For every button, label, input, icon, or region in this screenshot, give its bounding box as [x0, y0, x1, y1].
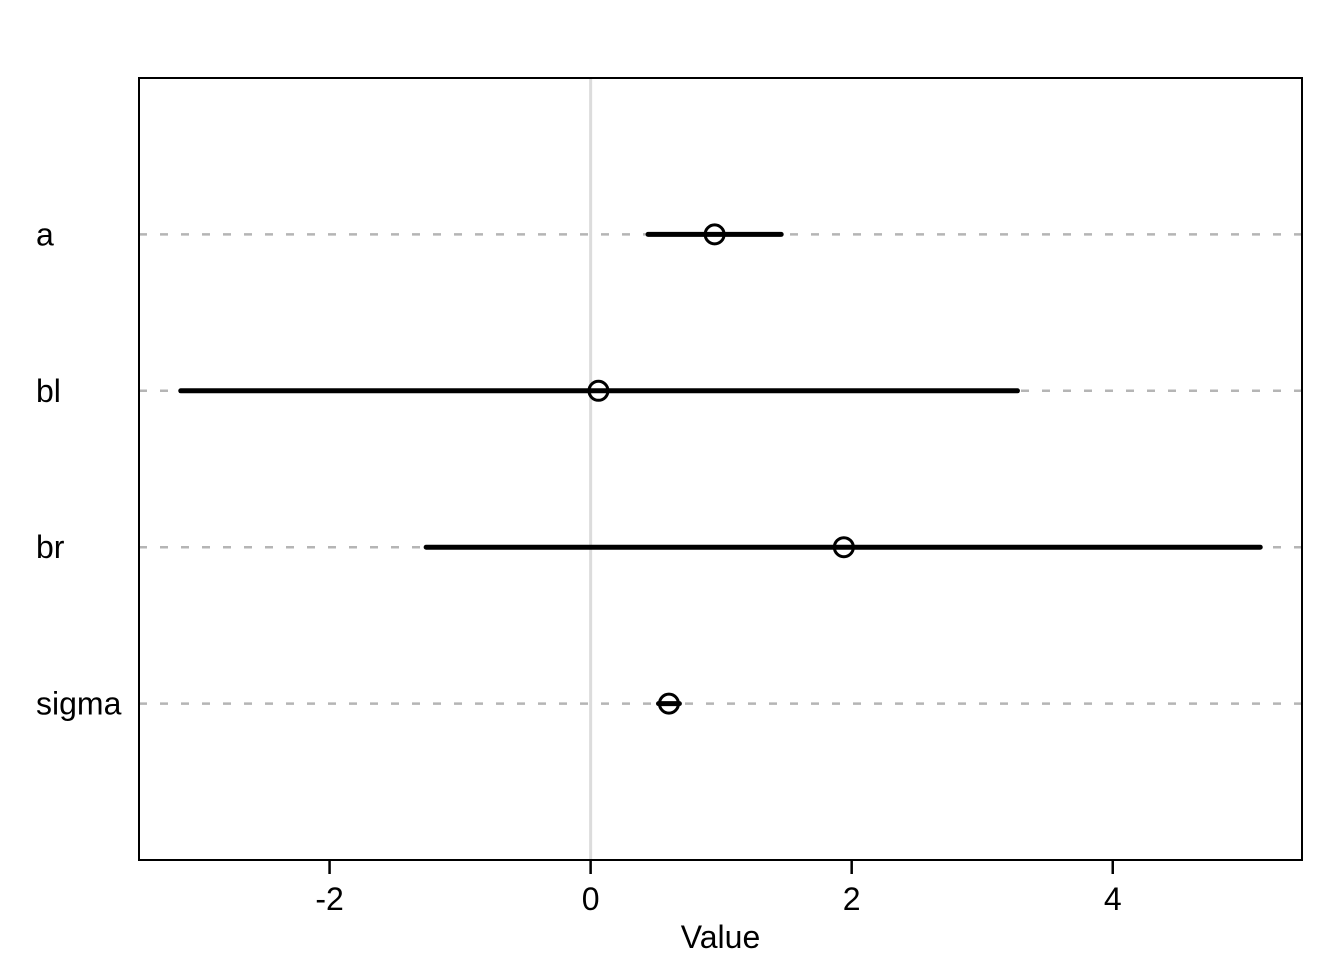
x-tick-label-4: 4 [1104, 881, 1122, 917]
point-sigma [657, 692, 680, 715]
y-label-br: br [36, 529, 65, 565]
y-label-a: a [36, 216, 54, 252]
gridlines [139, 233, 1302, 705]
x-axis-ticks: -2 0 2 4 [315, 860, 1122, 917]
x-tick-label-0: 0 [582, 881, 600, 917]
y-label-bl: bl [36, 373, 61, 409]
interval-segments [178, 231, 1263, 707]
plot-frame [138, 77, 1303, 861]
x-tick-label--2: -2 [315, 881, 343, 917]
point-a [703, 223, 726, 246]
estimate-points [587, 223, 855, 715]
plot-frame-layer [138, 77, 1303, 861]
y-axis-labels: a bl br sigma [36, 216, 122, 721]
x-axis-title: Value [681, 919, 760, 955]
x-tick-label-2: 2 [843, 881, 861, 917]
point-bl [587, 379, 610, 402]
point-br [832, 536, 855, 559]
y-label-sigma: sigma [36, 686, 122, 722]
